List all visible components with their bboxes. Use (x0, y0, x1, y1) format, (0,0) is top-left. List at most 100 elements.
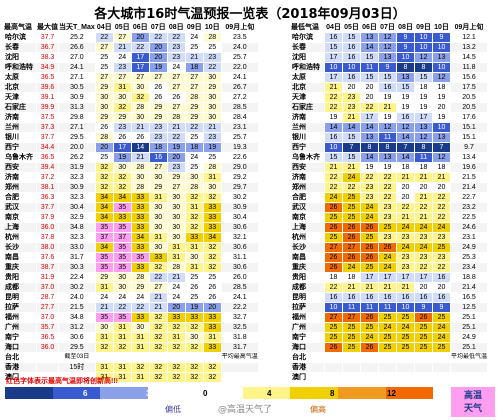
temp-cell: 27.0 (58, 52, 96, 63)
temp-cell: 30.5 (58, 82, 96, 93)
city-name: 贵阳 (3, 272, 37, 283)
temp-cell: 19 (202, 142, 222, 153)
temp-cell: 32 (184, 342, 204, 353)
temp-cell: 16 (148, 152, 168, 163)
min-table-row: 杭州 25 26 25 23 23 23 23 23.1 (290, 232, 489, 243)
min-table-row: 贵阳 18 18 17 17 17 17 16 18.8 (290, 272, 489, 283)
temp-cell: 33 (184, 232, 204, 243)
temp-cell: 35 (112, 262, 132, 273)
temp-cell: 13 (378, 152, 397, 163)
temp-cell: 33 (130, 202, 150, 213)
temp-cell: 21 (94, 302, 114, 313)
temp-cell (148, 352, 168, 363)
temp-cell: 12 (378, 122, 397, 133)
temp-cell: 26 (342, 252, 361, 263)
min-table-row: 沈阳 17 16 15 13 10 12 13 14.5 (290, 52, 489, 63)
temp-cell: 32.3 (58, 172, 96, 183)
temp-cell: 34.8 (58, 312, 96, 323)
temp-cell: 30 (202, 72, 222, 83)
temp-cell (414, 372, 433, 383)
temp-cell: 20 (342, 82, 361, 93)
temp-cell: 平均最低气温 (449, 352, 489, 363)
min-table-row: 南宁 25 25 24 25 25 25 24 24.9 (290, 332, 489, 343)
temp-cell: 28 (130, 102, 150, 113)
temp-cell: 15 (342, 152, 361, 163)
temp-cell: 15 (324, 152, 343, 163)
temp-cell (324, 352, 343, 363)
temp-cell: 25 (342, 322, 361, 333)
temp-cell: 24 (184, 32, 204, 43)
temp-cell: 23 (396, 252, 415, 263)
temp-cell: 12.5 (449, 302, 489, 313)
temp-cell: 33.0 (58, 242, 96, 253)
temp-cell: 27 (324, 312, 343, 323)
temp-cell: 30.2 (58, 282, 96, 293)
temp-cell (414, 352, 433, 363)
min-table-row: 香港 (290, 362, 489, 373)
city-name: 长沙 (3, 242, 37, 253)
temp-cell: 30.2 (220, 192, 259, 203)
temp-cell: 35 (94, 312, 114, 323)
temp-cell: 23 (432, 252, 451, 263)
max-table-row: 石家庄 39.9 31.3 30 32 28 29 27 29 30 28.5 (3, 102, 259, 113)
temp-cell: 35 (112, 242, 132, 253)
temp-cell: 28 (184, 182, 204, 193)
temp-cell: 26 (202, 292, 222, 303)
min-table-row: 兰州 14 14 14 12 12 13 10 15.1 (290, 122, 489, 133)
temp-cell: 19 (378, 162, 397, 173)
temp-cell: 30 (112, 92, 132, 103)
temp-cell: 9 (432, 32, 451, 43)
temp-cell: 30 (166, 202, 186, 213)
temp-cell: 25 (378, 342, 397, 353)
temp-cell: 21 (130, 122, 150, 133)
temp-cell: 32 (184, 222, 204, 233)
temp-cell: 30.9 (220, 202, 259, 213)
temp-cell: 16 (414, 292, 433, 303)
city-name: 西安 (290, 162, 325, 173)
temp-cell: 25 (342, 332, 361, 343)
temp-cell: 27 (166, 102, 186, 113)
max-table-row: 广州 35.7 31.2 30 31 30 32 32 32 33 32.5 (3, 322, 259, 333)
temp-cell: 11 (378, 132, 397, 143)
temp-cell: 25 (396, 342, 415, 353)
temp-cell: 30 (184, 332, 204, 343)
temp-cell (432, 352, 451, 363)
temp-cell: 21 (396, 172, 415, 183)
temp-cell: 25 (378, 222, 397, 233)
temp-cell: 15.1 (449, 132, 489, 143)
legend-tick: 12 (387, 389, 396, 398)
temp-cell: 27.7 (36, 302, 59, 313)
city-name: 广州 (290, 322, 325, 333)
temp-cell: 22 (324, 92, 343, 103)
temp-cell: 16 (324, 292, 343, 303)
temp-cell: 31 (148, 232, 168, 243)
temp-cell: 18 (414, 162, 433, 173)
temp-cell (36, 362, 59, 373)
max-temp-table: 最高气温 最大值 当天T_Max 04日 05日 06日 07日 08日 09日 10日 09月上旬… (3, 22, 259, 383)
temp-cell: 30 (148, 242, 168, 253)
temp-cell: 29 (184, 112, 204, 123)
city-name: 拉萨 (3, 302, 37, 313)
temp-cell: 23 (342, 92, 361, 103)
temp-cell: 26.2 (58, 152, 96, 163)
temp-cell: 23.5 (220, 32, 259, 43)
temp-cell: 25 (342, 202, 361, 213)
temp-cell: 22.7 (449, 192, 489, 203)
temp-cell: 28.7 (36, 292, 59, 303)
temp-cell: 32 (130, 362, 150, 373)
temp-cell: 10 (396, 302, 415, 313)
temp-cell: 32 (112, 342, 132, 353)
temp-cell: 32 (184, 322, 204, 333)
temp-cell: 21 (414, 172, 433, 183)
temp-cell: 26 (324, 252, 343, 263)
temp-cell: 24 (378, 262, 397, 273)
temp-cell: 12.1 (449, 32, 489, 43)
temp-cell: 17.5 (449, 82, 489, 93)
city-name: 郑州 (290, 182, 325, 193)
temp-cell: 30 (202, 102, 222, 113)
legend-tick: 4 (267, 389, 272, 398)
temp-cell: 16 (324, 132, 343, 143)
temp-cell: 17 (414, 272, 433, 283)
temp-cell: 36.0 (36, 342, 59, 353)
max-table-row: 昆明 28.7 24.0 24 24 24 21 24 25 26 24.1 (3, 292, 259, 303)
